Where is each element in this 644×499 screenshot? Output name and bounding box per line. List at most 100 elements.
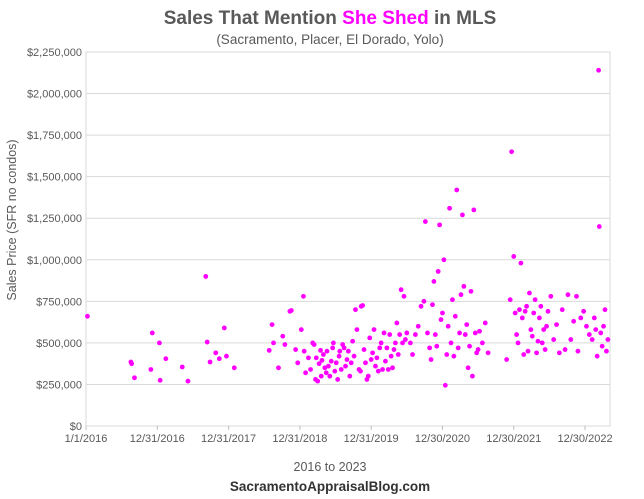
data-point — [431, 278, 437, 284]
data-point — [333, 360, 339, 366]
y-tick-label: $1,000,000 — [27, 255, 82, 267]
data-point — [485, 350, 491, 356]
data-point — [437, 222, 443, 228]
data-point — [266, 347, 272, 353]
data-point — [442, 382, 448, 388]
data-point — [475, 347, 481, 352]
data-point — [565, 292, 571, 298]
data-point — [308, 367, 313, 372]
data-point — [132, 375, 137, 381]
data-point — [148, 367, 154, 372]
data-point — [428, 357, 434, 362]
data-point — [397, 332, 403, 337]
data-point — [395, 352, 401, 357]
data-point — [532, 297, 538, 303]
data-point — [157, 340, 162, 346]
data-point — [363, 360, 368, 366]
data-point — [353, 307, 358, 313]
data-point — [559, 307, 565, 313]
x-tick-label: 12/30/2021 — [486, 433, 541, 445]
data-point — [594, 353, 600, 359]
data-point — [529, 333, 535, 339]
chart-title-suffix: in MLS — [429, 8, 497, 29]
data-point — [556, 350, 562, 356]
data-point — [318, 373, 324, 379]
data-point — [385, 367, 391, 372]
data-point — [207, 359, 213, 365]
data-point — [445, 323, 451, 329]
data-point — [514, 332, 520, 337]
data-point — [457, 330, 462, 336]
data-point — [332, 368, 338, 374]
y-tick-label: $500,000 — [36, 338, 82, 350]
data-point — [544, 323, 549, 329]
data-point — [574, 293, 579, 299]
data-point — [593, 327, 599, 332]
data-point — [448, 340, 454, 346]
data-point — [521, 352, 527, 357]
data-point — [528, 327, 534, 332]
data-point — [441, 257, 447, 263]
data-point — [381, 330, 387, 336]
data-point — [531, 310, 537, 316]
data-point — [322, 365, 328, 371]
x-tick-label: 12/31/2016 — [130, 433, 185, 445]
data-point — [504, 357, 510, 362]
data-point — [319, 357, 325, 363]
data-point — [447, 205, 452, 211]
data-point — [221, 325, 227, 331]
footer-site: SacramentoAppraisalBlog.com — [230, 479, 430, 494]
y-tick-label: $2,250,000 — [27, 47, 82, 59]
data-point — [477, 328, 482, 334]
data-point — [451, 353, 457, 359]
data-point — [589, 337, 595, 342]
data-point — [347, 373, 353, 379]
data-point — [288, 308, 294, 313]
data-point — [465, 365, 471, 371]
data-point — [591, 315, 597, 321]
data-point — [586, 332, 592, 337]
data-point — [354, 327, 360, 332]
data-point — [149, 330, 155, 336]
data-point — [548, 293, 554, 299]
data-point — [425, 330, 430, 336]
data-point — [391, 347, 397, 352]
chart-title: Sales That Mention She Shed in MLS — [164, 8, 497, 29]
data-point — [328, 358, 334, 364]
data-point — [374, 355, 380, 361]
data-point — [330, 345, 336, 351]
y-tick-label: $250,000 — [36, 379, 82, 391]
data-point — [313, 355, 319, 361]
data-point — [605, 337, 611, 342]
data-point — [370, 350, 375, 356]
data-point — [335, 377, 341, 382]
data-point — [280, 333, 286, 339]
data-point — [295, 360, 301, 366]
data-point — [455, 345, 461, 351]
data-point — [482, 320, 488, 326]
y-tick-label: $1,500,000 — [27, 172, 82, 184]
data-point — [578, 315, 584, 321]
data-point — [430, 302, 435, 308]
y-axis: $0 $250,000 $500,000 $750,000 $1,000,000 $1,2… — [27, 47, 82, 433]
data-point — [373, 363, 378, 369]
data-point — [596, 67, 601, 73]
data-point — [581, 308, 587, 314]
data-point — [511, 254, 517, 259]
data-point — [551, 337, 557, 342]
data-point — [157, 377, 163, 383]
data-point — [185, 378, 191, 384]
data-point — [371, 327, 377, 332]
data-point — [327, 373, 333, 379]
data-point — [525, 348, 531, 354]
data-point — [598, 330, 604, 336]
data-point — [398, 287, 404, 293]
data-point — [203, 274, 209, 279]
data-point — [345, 348, 351, 354]
data-point — [163, 356, 169, 362]
data-point — [509, 149, 515, 155]
data-point — [324, 348, 330, 354]
data-point — [515, 340, 521, 346]
data-point — [434, 343, 440, 349]
data-point — [584, 323, 589, 329]
